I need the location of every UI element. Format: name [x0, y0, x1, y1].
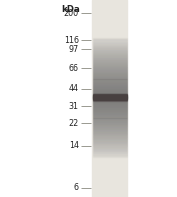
Text: 97: 97 — [68, 45, 79, 54]
Text: 66: 66 — [69, 64, 79, 73]
Text: 14: 14 — [69, 141, 79, 150]
Text: 200: 200 — [64, 9, 79, 18]
Text: 6: 6 — [74, 183, 79, 192]
Text: 31: 31 — [69, 101, 79, 111]
Text: 116: 116 — [64, 36, 79, 45]
Text: kDa: kDa — [61, 5, 80, 14]
Text: 44: 44 — [69, 84, 79, 93]
Text: 22: 22 — [68, 119, 79, 128]
